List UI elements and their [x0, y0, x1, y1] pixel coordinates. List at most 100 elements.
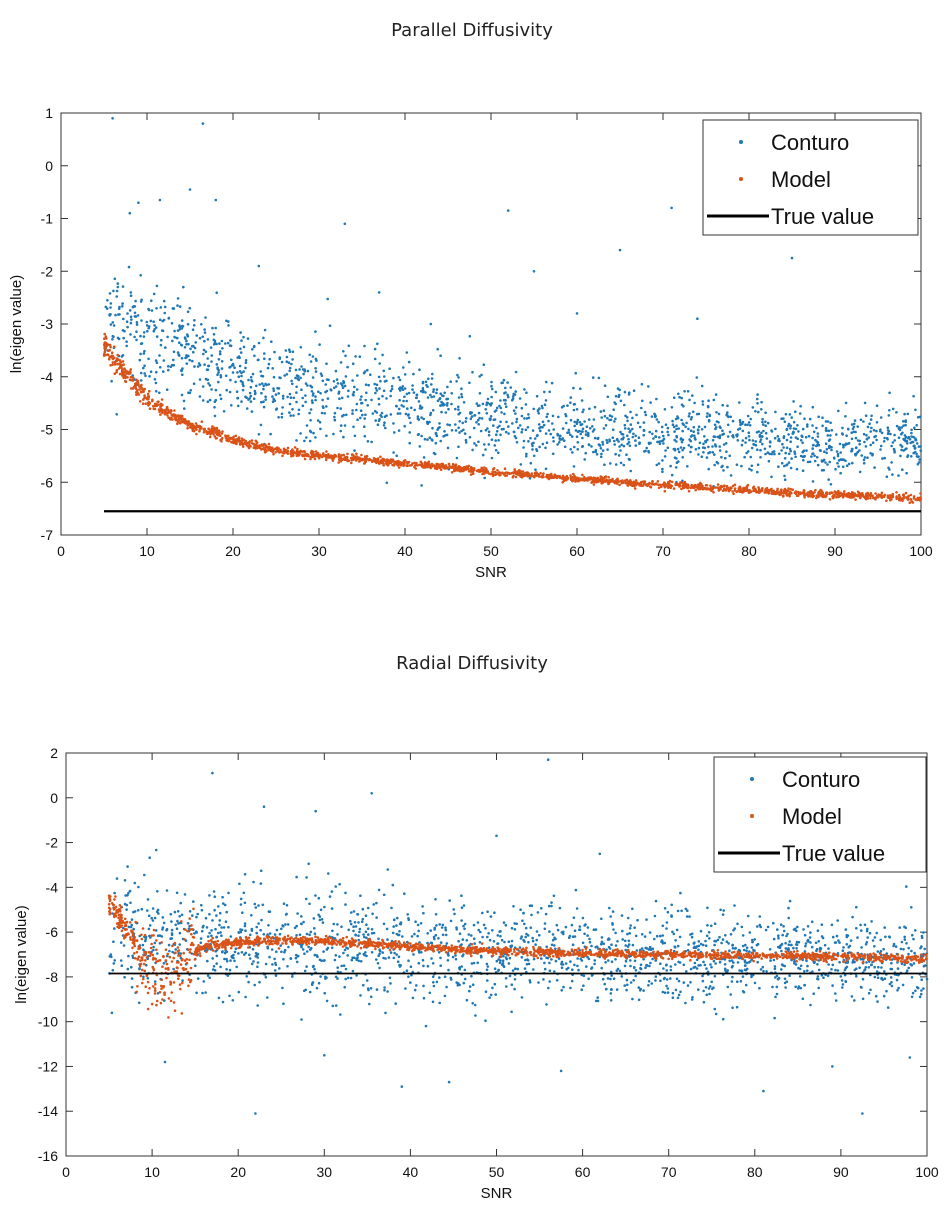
data-point-conturo [697, 988, 700, 991]
data-point-conturo [259, 423, 263, 427]
data-point-conturo [569, 986, 572, 990]
data-point-model [434, 465, 438, 469]
data-point-conturo [893, 451, 896, 454]
data-point-conturo [828, 460, 831, 464]
data-point-conturo [863, 440, 866, 444]
data-point-model [116, 353, 119, 357]
data-point-conturo [743, 455, 746, 459]
data-point-conturo [705, 993, 709, 997]
data-point-model [716, 486, 719, 489]
data-point-conturo [112, 962, 116, 965]
data-point-model [898, 498, 901, 502]
data-point-conturo [541, 420, 545, 424]
data-point-model [122, 376, 125, 380]
data-point-conturo [618, 248, 622, 252]
data-point-conturo [726, 435, 730, 438]
data-point-model [356, 457, 359, 461]
data-point-conturo [578, 421, 582, 424]
data-point-model [369, 458, 372, 462]
data-point-conturo [216, 373, 219, 377]
data-point-conturo [266, 366, 270, 370]
data-point-conturo [920, 978, 923, 981]
data-point-conturo [677, 993, 681, 997]
data-point-model [312, 450, 315, 454]
data-point-model [805, 493, 808, 497]
data-point-conturo [851, 959, 855, 962]
data-point-model [828, 498, 832, 501]
data-point-model [481, 470, 485, 473]
data-point-conturo [421, 958, 425, 962]
data-point-conturo [532, 454, 536, 458]
data-point-conturo [853, 422, 856, 426]
data-point-conturo [351, 409, 354, 412]
data-point-conturo [593, 959, 597, 962]
data-point-conturo [358, 930, 361, 934]
data-point-conturo [873, 945, 876, 948]
data-point-model [879, 493, 883, 497]
data-point-conturo [240, 400, 243, 403]
data-point-conturo [544, 380, 548, 384]
data-point-conturo [239, 347, 242, 351]
data-point-conturo [119, 941, 123, 944]
data-point-conturo [405, 399, 409, 403]
data-point-model [399, 464, 403, 467]
data-point-conturo [522, 439, 526, 443]
data-point-conturo [139, 274, 142, 277]
data-point-conturo [673, 430, 676, 433]
data-point-conturo [532, 407, 535, 411]
data-point-conturo [680, 440, 684, 444]
data-point-model [130, 378, 134, 382]
data-point-model [439, 465, 443, 468]
data-point-conturo [306, 369, 310, 373]
data-point-model [697, 483, 701, 486]
data-point-conturo [294, 368, 298, 372]
data-point-conturo [692, 430, 695, 434]
data-point-conturo [612, 408, 615, 412]
data-point-conturo [389, 951, 393, 954]
data-point-conturo [506, 395, 510, 399]
data-point-conturo [585, 425, 589, 429]
data-point-conturo [334, 1004, 338, 1007]
data-point-model [667, 486, 670, 489]
data-point-model [176, 414, 180, 418]
data-point-conturo [655, 397, 658, 401]
data-point-conturo [195, 334, 198, 337]
data-point-model [471, 472, 475, 476]
data-point-conturo [308, 902, 311, 906]
data-point-conturo [560, 989, 563, 992]
data-point-conturo [154, 929, 158, 932]
data-point-conturo [340, 925, 343, 929]
x-axis-label: SNR [475, 564, 507, 581]
data-point-conturo [370, 398, 373, 402]
data-point-conturo [809, 931, 812, 934]
data-point-conturo [875, 404, 879, 408]
data-point-conturo [305, 950, 309, 953]
data-point-conturo [523, 388, 526, 391]
data-point-conturo [486, 397, 490, 401]
data-point-conturo [751, 406, 755, 409]
data-point-conturo [214, 388, 218, 392]
data-point-conturo [139, 334, 142, 338]
data-point-conturo [458, 420, 462, 423]
data-point-conturo [334, 385, 338, 388]
data-point-conturo [513, 978, 517, 981]
data-point-model [616, 482, 619, 485]
data-point-conturo [499, 433, 502, 437]
data-point-conturo [502, 398, 506, 402]
data-point-conturo [756, 448, 759, 452]
data-point-model [656, 480, 660, 483]
data-point-conturo [811, 405, 815, 409]
data-point-conturo [718, 434, 722, 438]
data-point-conturo [220, 360, 224, 363]
data-point-model [687, 489, 691, 493]
data-point-conturo [273, 350, 276, 354]
data-point-model [103, 350, 107, 354]
data-point-model [875, 494, 879, 498]
data-point-conturo [416, 934, 419, 938]
data-point-conturo [291, 350, 295, 353]
data-point-model [901, 499, 904, 502]
data-point-model [245, 441, 249, 445]
data-point-conturo [490, 384, 493, 388]
data-point-conturo [131, 954, 134, 958]
data-point-conturo [752, 442, 755, 446]
